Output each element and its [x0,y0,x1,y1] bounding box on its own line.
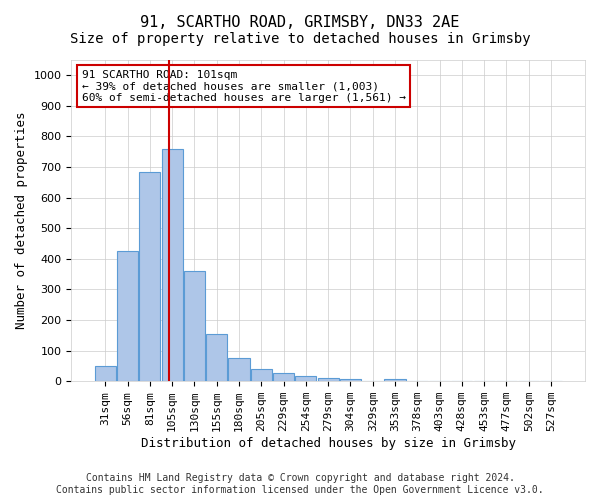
Bar [251,369,272,381]
Text: Contains HM Land Registry data © Crown copyright and database right 2024.
Contai: Contains HM Land Registry data © Crown c… [56,474,544,495]
Y-axis label: Number of detached properties: Number of detached properties [15,112,28,330]
Bar [95,366,116,381]
Text: 91 SCARTHO ROAD: 101sqm
← 39% of detached houses are smaller (1,003)
60% of semi: 91 SCARTHO ROAD: 101sqm ← 39% of detache… [82,70,406,103]
Text: 91, SCARTHO ROAD, GRIMSBY, DN33 2AE: 91, SCARTHO ROAD, GRIMSBY, DN33 2AE [140,15,460,30]
Bar [117,251,138,381]
X-axis label: Distribution of detached houses by size in Grimsby: Distribution of detached houses by size … [140,437,515,450]
Bar [273,373,294,381]
Bar [229,358,250,381]
Bar [295,376,316,381]
Bar [340,379,361,381]
Bar [385,379,406,381]
Bar [161,148,182,381]
Bar [206,334,227,381]
Bar [317,378,339,381]
Bar [139,172,160,381]
Bar [184,271,205,381]
Text: Size of property relative to detached houses in Grimsby: Size of property relative to detached ho… [70,32,530,46]
